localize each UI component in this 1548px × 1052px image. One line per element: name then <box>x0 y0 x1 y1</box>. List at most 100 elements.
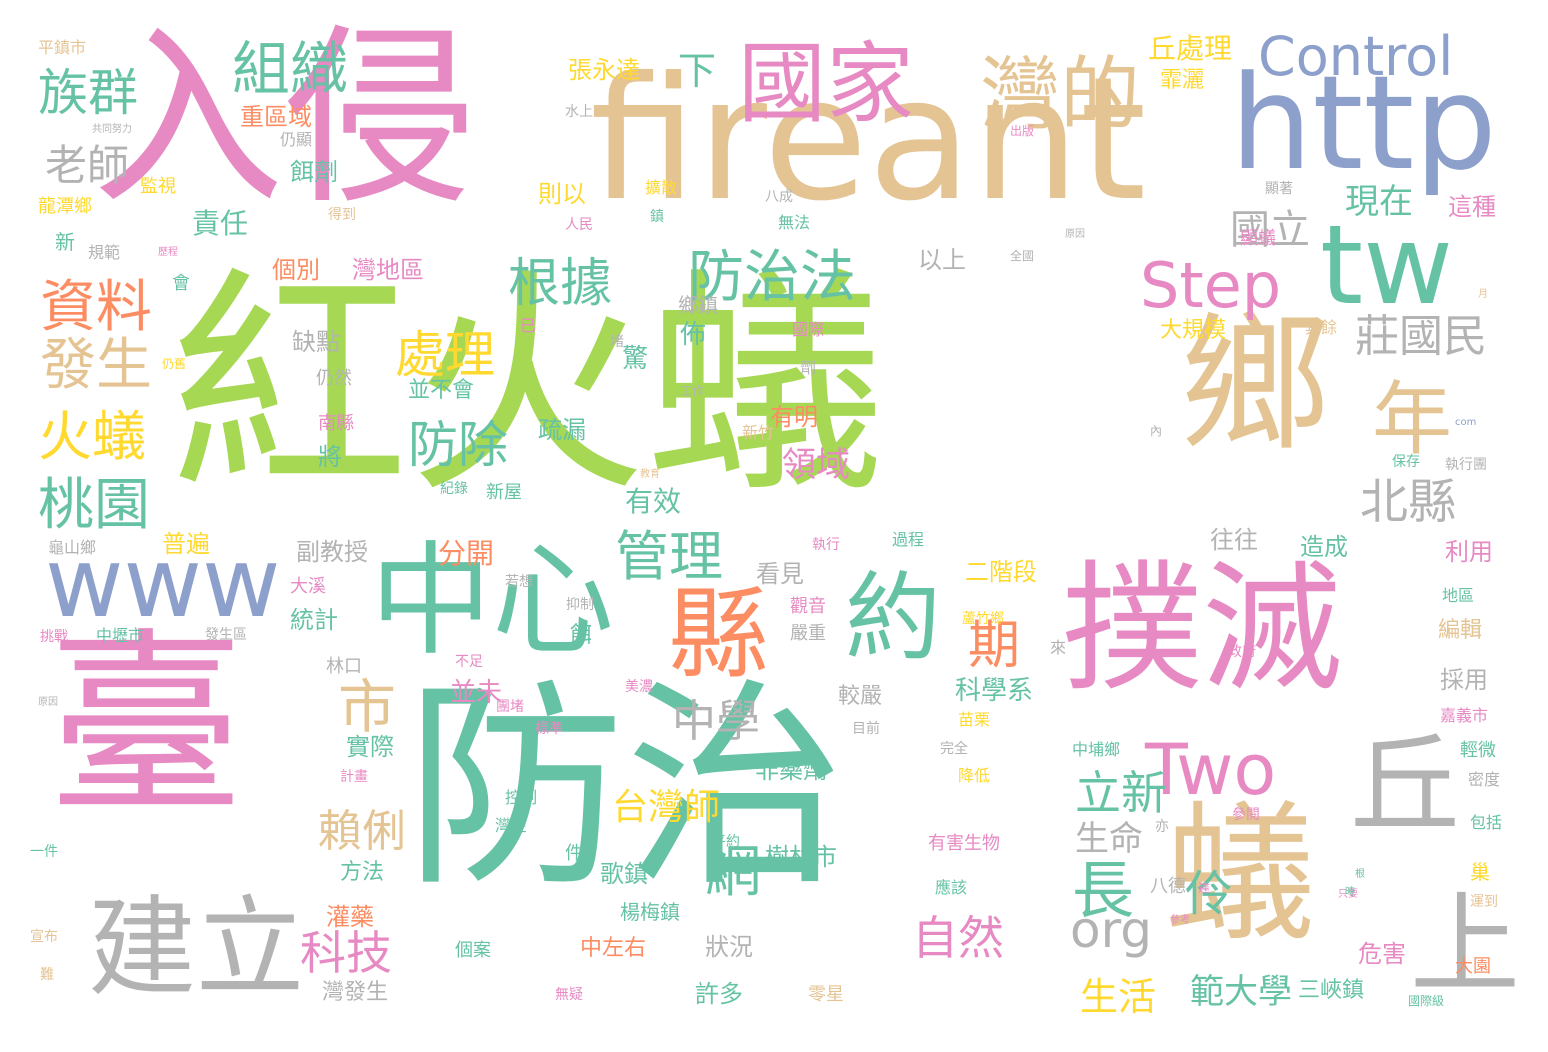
word: 無疑 <box>555 987 583 1003</box>
word: 國際 <box>792 320 825 339</box>
word: 蟻 <box>1165 788 1316 962</box>
word: 歌鎮 <box>600 860 648 888</box>
word: 新屋 <box>486 482 522 503</box>
word: 鎮 <box>650 209 664 225</box>
word: 根 <box>1355 869 1365 880</box>
word: 新 <box>55 230 75 254</box>
word: 方法 <box>340 860 385 885</box>
word: 降低 <box>958 766 991 785</box>
word: 執行 <box>812 537 840 553</box>
word: 控制 <box>505 788 538 807</box>
word: 參閱 <box>1232 807 1260 823</box>
word: 平鎮市 <box>38 38 87 57</box>
word: 難 <box>40 967 54 983</box>
word: 族群 <box>38 64 138 122</box>
word: 領域 <box>782 445 850 485</box>
word: 會 <box>172 273 190 294</box>
word: 灣地區 <box>352 256 424 284</box>
word: 已 <box>520 316 537 335</box>
word: 嘉義市 <box>1440 706 1489 725</box>
word: 大溪 <box>290 576 326 597</box>
word: 出版 <box>1010 124 1035 138</box>
word: 教育 <box>640 469 660 480</box>
word: 入侵 <box>92 8 476 231</box>
word: 灣在 <box>495 816 528 835</box>
word: 完全 <box>940 741 968 757</box>
word: 蘆竹鄉 <box>962 611 1004 627</box>
word: 標準 <box>535 721 563 737</box>
word: 將 <box>318 443 342 471</box>
word: 觀音 <box>790 596 826 617</box>
word: 賴俐 <box>318 806 406 857</box>
word: 資料 <box>40 275 152 340</box>
word: 自然 <box>912 911 1004 965</box>
word: 灣發生 <box>322 980 389 1005</box>
word: Two <box>1145 729 1277 811</box>
word: 狀況 <box>705 933 753 961</box>
word: 內 <box>1150 424 1163 438</box>
word: 苗栗 <box>958 710 991 729</box>
word: 大園 <box>1455 956 1491 977</box>
word: 火蟻 <box>38 405 146 468</box>
word: 並不會 <box>408 378 475 403</box>
word: 分開 <box>438 537 495 570</box>
word: 挑戰 <box>40 629 68 645</box>
word: 紀錄 <box>440 481 468 497</box>
word: 北縣 <box>1360 474 1457 530</box>
word: 若想 <box>505 574 533 590</box>
word: 只要 <box>1338 889 1358 900</box>
word: 老師 <box>45 141 130 190</box>
word: 零星 <box>808 984 844 1005</box>
word: 國立 <box>1230 207 1310 253</box>
word: 丘 <box>1350 721 1460 849</box>
word: 南縣 <box>318 413 354 434</box>
word: 撲滅 <box>1062 548 1343 711</box>
word: 缺點 <box>292 328 340 356</box>
word: 應該 <box>935 878 968 897</box>
word: 管理 <box>615 525 723 588</box>
word: 水上 <box>565 104 593 120</box>
word: 計畫 <box>340 769 368 785</box>
word: 並未 <box>450 678 503 708</box>
word: 看見 <box>756 560 804 588</box>
word: 危害 <box>1358 940 1406 968</box>
word: 八德 <box>1150 876 1186 897</box>
word: 其餘 <box>1305 318 1338 337</box>
word: 仍然 <box>316 368 352 389</box>
word: 仍顯 <box>280 130 313 149</box>
word: 嚴重 <box>790 623 826 644</box>
word: 得到 <box>328 207 356 223</box>
word: http <box>1230 47 1497 199</box>
word: 發生區 <box>205 627 247 643</box>
word: 處理 <box>395 326 495 384</box>
word: 現在 <box>1345 182 1413 222</box>
word: 中左右 <box>580 936 647 961</box>
word: 共同努力 <box>92 124 132 135</box>
word: 鄉鎮 <box>678 293 718 317</box>
word: 丘處理 <box>1148 32 1233 65</box>
word: 密度 <box>1468 770 1501 789</box>
word: 月 <box>1478 289 1488 300</box>
word: 人民 <box>565 217 593 233</box>
word: 參考 <box>1170 915 1190 926</box>
word: 運到 <box>1470 894 1498 910</box>
word: 顯蟻 <box>1240 228 1276 249</box>
word: 防除 <box>408 416 508 474</box>
word: 國際級 <box>1408 994 1445 1008</box>
word: 龍潭鄉 <box>38 196 92 217</box>
word: 科技 <box>300 926 392 980</box>
word: www <box>45 527 281 639</box>
word: 臺 <box>48 612 245 840</box>
word: 年 <box>1372 373 1452 466</box>
word: 桃園 <box>38 473 150 538</box>
word: 伶 <box>1185 866 1234 922</box>
word: 大規模 <box>1160 318 1227 343</box>
word: 堵 <box>610 334 624 350</box>
word: com <box>1455 417 1477 428</box>
word: 責任 <box>192 207 249 240</box>
word: Control <box>1258 25 1454 88</box>
word: 組織 <box>232 35 349 103</box>
word: 中心 <box>370 530 614 672</box>
word: 灣的 <box>980 48 1140 141</box>
word: 鄉 <box>1180 298 1331 472</box>
